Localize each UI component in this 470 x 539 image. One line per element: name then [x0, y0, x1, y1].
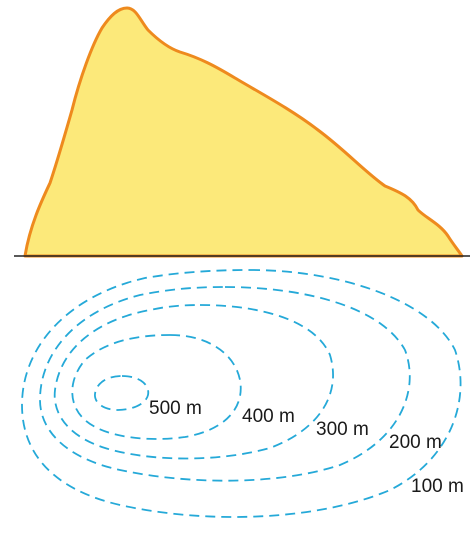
contour-label-200m: 200 m — [389, 432, 442, 453]
contour-line-300m — [53, 304, 334, 460]
contour-line-200m — [39, 286, 411, 482]
contour-lines — [21, 269, 462, 518]
contour-label-400m: 400 m — [242, 406, 295, 427]
contour-label-300m: 300 m — [316, 419, 369, 440]
contour-label-500m: 500 m — [149, 398, 202, 419]
contour-line-400m — [71, 334, 242, 440]
contour-line-500m — [94, 375, 150, 411]
contour-label-100m: 100 m — [411, 476, 464, 497]
contour-line-100m — [21, 269, 462, 518]
mountain-profile — [23, 6, 464, 258]
